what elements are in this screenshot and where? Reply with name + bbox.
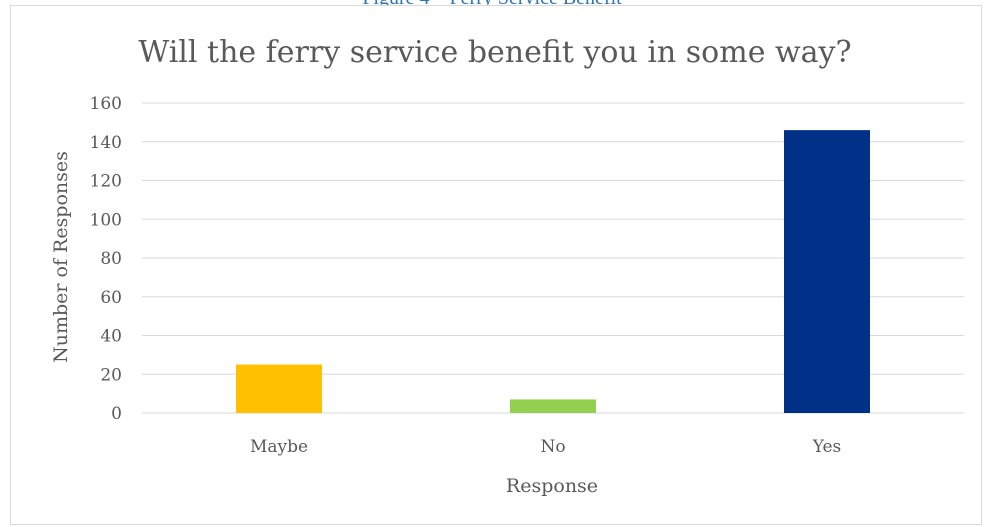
x-tick-label-yes: Yes <box>812 437 842 457</box>
bar-yes <box>784 130 870 413</box>
y-tick-label-40: 40 <box>100 327 122 347</box>
x-axis-ticks: Maybe No Yes <box>250 437 841 457</box>
bar-no <box>510 399 596 413</box>
y-axis-ticks: 0 20 40 60 80 100 120 140 160 <box>90 94 122 424</box>
figure-caption-cut: Figure 4 – Ferry Service Benefit <box>0 0 984 8</box>
y-tick-label-80: 80 <box>100 249 122 269</box>
x-tick-label-maybe: Maybe <box>250 437 308 457</box>
bar-maybe <box>236 364 322 413</box>
y-tick-label-160: 160 <box>90 94 122 114</box>
x-axis-title: Response <box>506 475 598 497</box>
y-tick-label-60: 60 <box>100 288 122 308</box>
y-tick-label-20: 20 <box>100 365 122 385</box>
chart-title: Will the ferry service benefit you in so… <box>138 35 851 70</box>
y-tick-label-120: 120 <box>90 172 122 192</box>
bars <box>236 130 870 413</box>
y-tick-label-0: 0 <box>111 404 122 424</box>
y-tick-label-140: 140 <box>90 133 122 153</box>
y-tick-label-100: 100 <box>90 210 122 230</box>
y-axis-title: Number of Responses <box>50 151 72 363</box>
x-tick-label-no: No <box>540 437 565 457</box>
